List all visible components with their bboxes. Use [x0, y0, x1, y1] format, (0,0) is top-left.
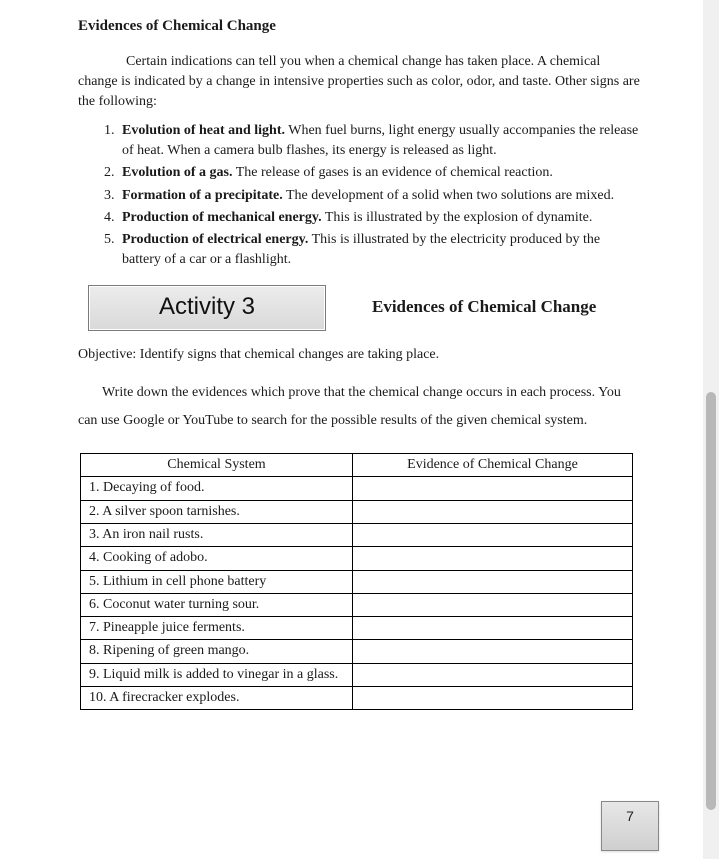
section-heading: Evidences of Chemical Change — [78, 16, 641, 38]
sign-title: Formation of a precipitate. — [122, 188, 283, 203]
list-item: Evolution of a gas. The release of gases… — [118, 163, 641, 183]
cell-system: 5. Lithium in cell phone battery — [81, 570, 353, 593]
cell-evidence[interactable] — [353, 500, 633, 523]
cell-evidence[interactable] — [353, 663, 633, 686]
vertical-scrollbar[interactable] — [703, 0, 719, 859]
table-row: 8. Ripening of green mango. — [81, 640, 633, 663]
scrollbar-thumb[interactable] — [706, 392, 716, 810]
sign-body: This is illustrated by the explosion of … — [322, 210, 593, 225]
table-row: 3. An iron nail rusts. — [81, 523, 633, 546]
list-item: Production of electrical energy. This is… — [118, 230, 641, 271]
table-row: 6. Coconut water turning sour. — [81, 593, 633, 616]
table-row: 2. A silver spoon tarnishes. — [81, 500, 633, 523]
cell-evidence[interactable] — [353, 547, 633, 570]
evidence-table: Chemical System Evidence of Chemical Cha… — [80, 453, 633, 710]
cell-system: 8. Ripening of green mango. — [81, 640, 353, 663]
cell-evidence[interactable] — [353, 617, 633, 640]
objective-text: Objective: Identify signs that chemical … — [78, 345, 641, 365]
sign-body: The release of gases is an evidence of c… — [232, 165, 552, 180]
sign-title: Evolution of a gas. — [122, 165, 232, 180]
sign-title: Evolution of heat and light. — [122, 123, 285, 138]
activity-title: Evidences of Chemical Change — [372, 295, 596, 320]
table-header-row: Chemical System Evidence of Chemical Cha… — [81, 454, 633, 477]
page-number-badge: 7 — [601, 801, 659, 851]
table-row: 7. Pineapple juice ferments. — [81, 617, 633, 640]
table-row: 4. Cooking of adobo. — [81, 547, 633, 570]
sign-title: Production of mechanical energy. — [122, 210, 322, 225]
cell-evidence[interactable] — [353, 593, 633, 616]
table-row: 9. Liquid milk is added to vinegar in a … — [81, 663, 633, 686]
cell-system: 10. A firecracker explodes. — [81, 686, 353, 709]
table-row: 1. Decaying of food. — [81, 477, 633, 500]
cell-system: 4. Cooking of adobo. — [81, 547, 353, 570]
cell-evidence[interactable] — [353, 523, 633, 546]
intro-paragraph: Certain indications can tell you when a … — [78, 52, 641, 113]
cell-evidence[interactable] — [353, 477, 633, 500]
page-content: Evidences of Chemical Change Certain ind… — [0, 0, 719, 710]
sign-body: The development of a solid when two solu… — [283, 188, 614, 203]
cell-system: 3. An iron nail rusts. — [81, 523, 353, 546]
cell-system: 1. Decaying of food. — [81, 477, 353, 500]
col-header-evidence: Evidence of Chemical Change — [353, 454, 633, 477]
cell-system: 6. Coconut water turning sour. — [81, 593, 353, 616]
list-item: Formation of a precipitate. The developm… — [118, 186, 641, 206]
cell-evidence[interactable] — [353, 640, 633, 663]
cell-evidence[interactable] — [353, 570, 633, 593]
page-number: 7 — [626, 808, 634, 824]
activity-header: Activity 3 Evidences of Chemical Change — [78, 285, 641, 331]
sign-title: Production of electrical energy. — [122, 232, 308, 247]
table-row: 5. Lithium in cell phone battery — [81, 570, 633, 593]
cell-system: 9. Liquid milk is added to vinegar in a … — [81, 663, 353, 686]
cell-evidence[interactable] — [353, 686, 633, 709]
table-row: 10. A firecracker explodes. — [81, 686, 633, 709]
signs-list: Evolution of heat and light. When fuel b… — [78, 121, 641, 271]
instructions-text: Write down the evidences which prove tha… — [78, 379, 641, 435]
document-viewport: Evidences of Chemical Change Certain ind… — [0, 0, 719, 859]
list-item: Production of mechanical energy. This is… — [118, 208, 641, 228]
cell-system: 2. A silver spoon tarnishes. — [81, 500, 353, 523]
col-header-system: Chemical System — [81, 454, 353, 477]
cell-system: 7. Pineapple juice ferments. — [81, 617, 353, 640]
activity-badge: Activity 3 — [88, 285, 326, 331]
list-item: Evolution of heat and light. When fuel b… — [118, 121, 641, 162]
